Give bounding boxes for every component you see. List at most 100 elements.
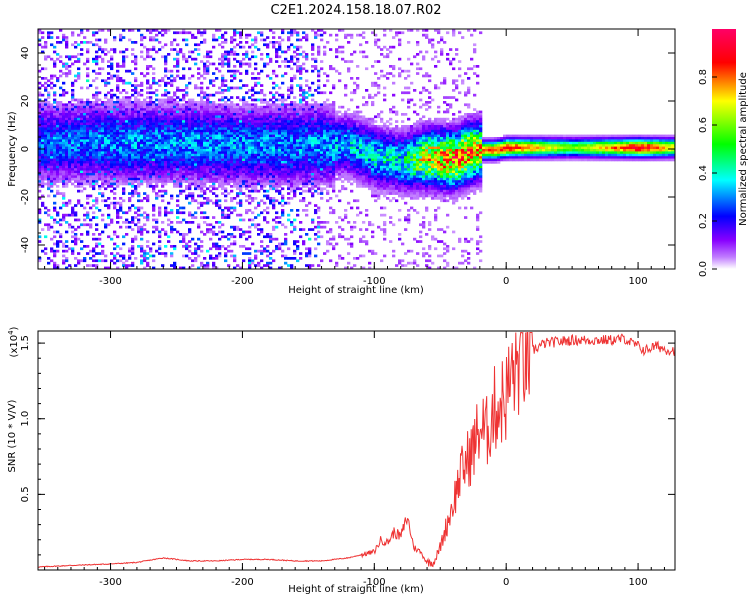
heatmap-cell [287,187,291,191]
heatmap-cell [119,201,123,205]
heatmap-cell [215,187,219,191]
heatmap-cell [113,110,117,114]
heatmap-cell [302,173,306,176]
heatmap-cell [281,144,285,147]
heatmap-cell [62,72,66,75]
heatmap-cell [53,144,57,147]
heatmap-cell [254,137,258,140]
heatmap-cell [113,161,117,164]
heatmap-cell [125,125,129,128]
heatmap-cell [257,108,261,111]
heatmap-cell [122,110,126,114]
heatmap-cell [305,129,309,133]
heatmap-cell [254,158,258,162]
heatmap-cell [158,115,162,119]
heatmap-cell [287,93,291,97]
heatmap-cell [227,137,231,140]
heatmap-cell [260,149,264,152]
heatmap-cell [263,158,267,162]
heatmap-cell [155,182,159,186]
heatmap-cell [140,129,144,133]
heatmap-cell [308,144,312,147]
heatmap-cell [62,62,66,66]
heatmap-cell [233,113,237,116]
heatmap-cell [143,57,147,61]
heatmap-cell [311,57,315,61]
heatmap-cell [233,158,237,162]
heatmap-cell [122,89,126,92]
heatmap-cell [251,113,255,116]
heatmap-cell [239,117,243,121]
heatmap-cell [92,96,96,99]
heatmap-cell [149,144,153,147]
heatmap-cell [230,108,234,111]
heatmap-cell [74,108,78,111]
heatmap-cell [80,173,84,176]
heatmap-cell [53,60,57,63]
heatmap-cell [182,158,186,162]
heatmap-cell [158,120,162,123]
heatmap-cell [215,108,219,111]
heatmap-cell [146,96,150,99]
heatmap-cell [251,43,255,47]
heatmap-cell [230,69,234,73]
heatmap-cell [230,144,234,147]
heatmap-cell [161,115,165,119]
heatmap-cell [41,180,45,183]
heatmap-cell [287,45,291,49]
heatmap-cell [95,141,99,145]
heatmap-cell [212,158,216,162]
heatmap-cell [206,115,210,119]
heatmap-cell [98,259,102,263]
heatmap-cell [179,139,183,143]
heatmap-cell [185,57,189,61]
heatmap-cell [224,50,228,54]
heatmap-cell [209,103,213,107]
heatmap-cell [266,103,270,107]
heatmap-cell [182,141,186,145]
heatmap-cell [152,72,156,75]
heatmap-cell [182,98,186,102]
heatmap-cell [233,266,237,269]
heatmap-cell [173,93,177,97]
heatmap-cell [95,197,99,200]
heatmap-cell [131,122,135,126]
heatmap-cell [212,108,216,111]
heatmap-cell [194,122,198,126]
heatmap-cell [299,173,303,176]
heatmap-cell [218,151,222,155]
heatmap-cell [164,93,168,97]
heatmap-cell [146,91,150,95]
heatmap-cell [53,45,57,49]
heatmap-cell [260,259,264,263]
heatmap-cell [155,98,159,102]
heatmap-cell [305,252,309,255]
heatmap-cell [245,173,249,176]
heatmap-cell [83,175,87,179]
heatmap-cell [302,182,306,186]
heatmap-cell [182,38,186,42]
heatmap-cell [278,103,282,107]
heatmap-cell [296,177,300,181]
heatmap-cell [209,170,213,174]
heatmap-cell [287,168,291,171]
heatmap-cell [113,177,117,181]
heatmap-cell [191,177,195,181]
heatmap-cell [95,170,99,174]
heatmap-cell [233,177,237,181]
heatmap-cell [89,158,93,162]
heatmap-cell [212,105,216,109]
heatmap-cell [86,194,90,198]
heatmap-cell [245,252,249,255]
heatmap-cell [230,206,234,210]
heatmap-cell [233,77,237,80]
heatmap-cell [212,185,216,188]
heatmap-cell [218,173,222,176]
heatmap-cell [41,101,45,104]
heatmap-cell [53,194,57,198]
heatmap-cell [44,43,48,47]
heatmap-cell [227,89,231,92]
heatmap-cell [161,29,165,32]
heatmap-cell [68,225,72,229]
heatmap-cell [203,153,207,157]
